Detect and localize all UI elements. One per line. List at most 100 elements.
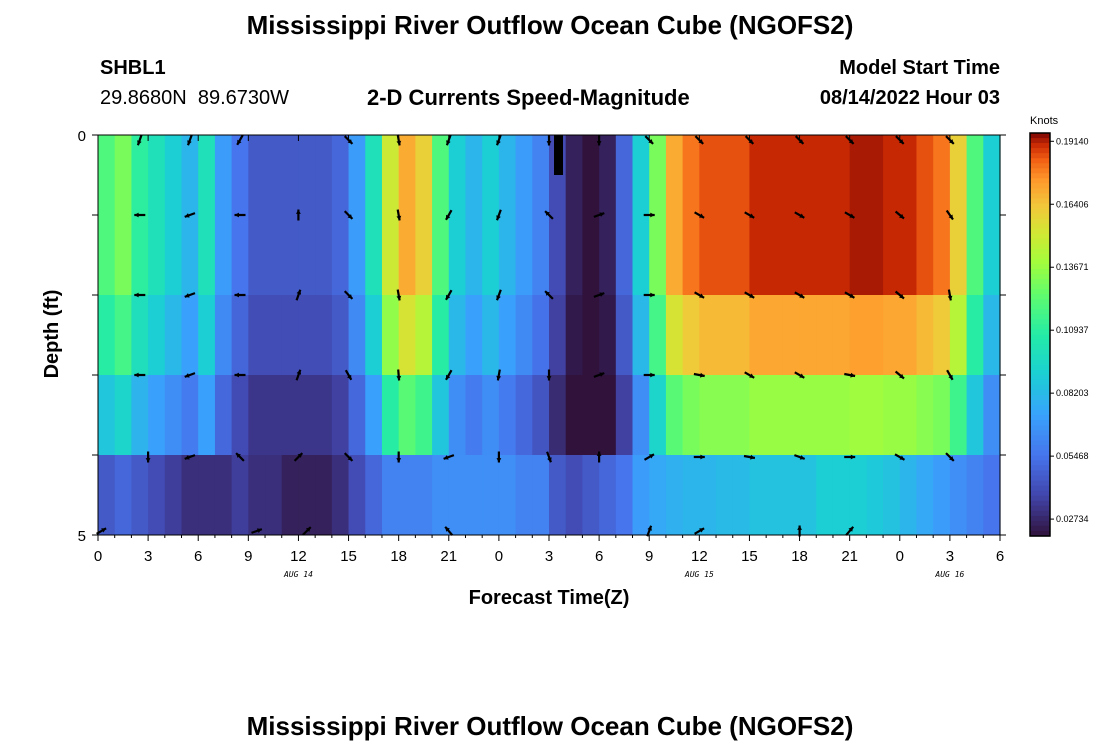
heatmap-cell [315, 135, 333, 216]
heatmap-cell [448, 455, 467, 536]
colorbar-swatch [1030, 354, 1050, 361]
colorbar-swatch [1030, 158, 1050, 164]
heatmap-cell [315, 455, 333, 536]
heatmap-cell [315, 375, 333, 456]
heatmap-cell [866, 375, 884, 456]
y-tick-label: 0 [78, 128, 86, 145]
heatmap-cell [649, 135, 667, 216]
heatmap-cell [348, 375, 366, 456]
heatmap-cell [465, 375, 483, 456]
current-vector-head [546, 376, 552, 381]
current-vector-head [134, 292, 139, 298]
heatmap-cell [298, 295, 316, 376]
model-start-label: Model Start Time [839, 57, 1000, 79]
heatmap-cell [832, 455, 851, 536]
current-vector-head [647, 525, 652, 531]
heatmap-cell [966, 295, 984, 376]
current-vector-head [899, 455, 905, 460]
current-vector [302, 526, 312, 536]
colorbar-tick-label: 0.08203 [1056, 388, 1089, 398]
heatmap-cell [465, 455, 483, 536]
colorbar-tick-label: 0.05468 [1056, 451, 1089, 461]
colorbar-swatch [1030, 309, 1050, 315]
x-tick-label: 9 [244, 548, 252, 565]
heatmap-cell [398, 135, 416, 216]
heatmap-cell [716, 375, 734, 456]
heatmap-cell [331, 135, 350, 216]
current-vector [744, 371, 755, 379]
heatmap-cell [732, 455, 751, 536]
heatmap-cell [164, 295, 183, 376]
current-vector-head [650, 212, 655, 218]
heatmap-cell [933, 375, 951, 456]
current-vector-head [296, 369, 302, 375]
current-vector-head [948, 374, 953, 380]
colorbar-swatch [1030, 410, 1050, 416]
x-axis-title: Forecast Time(Z) [469, 587, 630, 609]
heatmap-cell [665, 295, 684, 376]
heatmap-cell [832, 295, 851, 376]
heatmap-cell [498, 215, 517, 296]
colorbar-swatch [1030, 218, 1050, 225]
current-vector [186, 134, 193, 146]
current-vector-head [496, 215, 501, 221]
heatmap-cell [331, 375, 350, 456]
heatmap-cell [632, 295, 650, 376]
heatmap-cell [365, 215, 383, 296]
colorbar-swatch [1030, 208, 1050, 215]
heatmap-cell [832, 215, 851, 296]
current-vector [646, 525, 653, 537]
heatmap-cell [198, 135, 216, 216]
colorbar-swatch [1030, 188, 1050, 195]
heatmap-cell [565, 215, 583, 296]
heatmap-cell [315, 215, 333, 296]
x-tick-label: 12 [290, 548, 307, 565]
current-vector-head [748, 139, 754, 144]
heatmap-cell [148, 135, 166, 216]
current-vector-head [948, 214, 953, 220]
heatmap-cell [849, 375, 867, 456]
heatmap-cell [933, 135, 951, 216]
current-vector [343, 452, 354, 462]
current-vector [794, 291, 805, 299]
heatmap-cell [582, 215, 600, 296]
colorbar-swatch [1030, 364, 1050, 371]
heatmap-cell [899, 375, 918, 456]
heatmap-cell [799, 295, 817, 376]
heatmap-cell [482, 135, 500, 216]
date-label: AUG 16 [934, 570, 964, 579]
colorbar-swatch [1030, 510, 1050, 517]
heatmap-cell [348, 135, 366, 216]
heatmap-cell [682, 455, 700, 536]
heatmap-cell [148, 295, 166, 376]
current-vector [744, 291, 755, 299]
colorbar-swatch [1030, 314, 1050, 320]
colorbar-swatch [1030, 394, 1050, 401]
heatmap-cell [649, 375, 667, 456]
heatmap-cell [532, 375, 550, 456]
heatmap-cell [164, 215, 183, 296]
heatmap-cell [749, 295, 767, 376]
colorbar-swatch [1030, 440, 1050, 446]
heatmap-cell [498, 455, 517, 536]
colorbar-swatch [1030, 203, 1050, 210]
current-vector-head [184, 455, 190, 460]
heatmap-cell [766, 215, 784, 296]
heatmap-cell [348, 215, 366, 296]
current-vector [743, 454, 756, 460]
heatmap-cell [883, 455, 901, 536]
current-vector [643, 212, 655, 218]
heatmap-cell [398, 215, 416, 296]
heatmap-cell [365, 375, 383, 456]
colorbar-unit-label: Knots [1030, 115, 1059, 127]
current-vector [694, 211, 705, 219]
heatmap-cell [114, 375, 132, 456]
heatmap-cell [398, 455, 416, 536]
current-vector-head [145, 458, 151, 463]
page-title: Mississippi River Outflow Ocean Cube (NG… [246, 10, 854, 40]
heatmap-cell [565, 375, 583, 456]
colorbar-frame [1029, 132, 1051, 537]
heatmap-cell [532, 135, 550, 216]
heatmap-cell [966, 215, 984, 296]
heatmap-cell [849, 215, 867, 296]
